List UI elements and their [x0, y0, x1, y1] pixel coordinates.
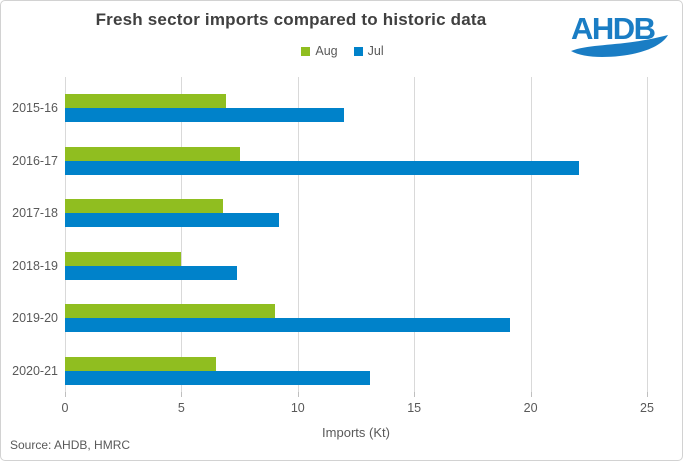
bar-aug-2019-20 — [65, 304, 275, 318]
bar-jul-2016-17 — [65, 160, 580, 175]
tick-label-25: 25 — [640, 401, 654, 415]
gridline-20 — [530, 77, 532, 392]
bar-jul-2018-19 — [65, 265, 238, 280]
legend-item-aug: Aug — [301, 44, 338, 58]
source-note: Source: AHDB, HMRC — [10, 438, 131, 452]
ahdb-logo-text: AHDB — [571, 11, 655, 46]
chart-title: Fresh sector imports compared to histori… — [95, 10, 487, 29]
tick-label-15: 15 — [407, 401, 422, 415]
tick-label-20: 20 — [523, 401, 538, 415]
tick-label-5: 5 — [177, 401, 185, 415]
tick-mark-15 — [414, 392, 416, 397]
tick-label-0: 0 — [61, 401, 69, 415]
bar-aug-2018-19 — [65, 251, 182, 266]
bar-jul-2019-20 — [65, 318, 510, 332]
tick-label-10: 10 — [290, 401, 305, 415]
gridline-25 — [647, 77, 648, 392]
ahdb-logo: AHDB — [571, 11, 668, 57]
gridline-0 — [65, 77, 66, 392]
bar-jul-2015-16 — [65, 108, 345, 122]
tick-mark-20 — [530, 392, 532, 397]
x-axis-title: Imports (Kt) — [322, 425, 390, 440]
tick-mark-5 — [181, 392, 183, 397]
bar-aug-2016-17 — [65, 146, 240, 161]
gridline-5 — [181, 77, 183, 392]
category-label-2015-16: 2015-16 — [12, 101, 58, 115]
category-label-2020-21: 2020-21 — [12, 363, 58, 378]
legend-swatch-jul — [353, 46, 363, 56]
tick-mark-25 — [647, 392, 648, 397]
bar-jul-2020-21 — [65, 370, 370, 385]
category-label-2018-19: 2018-19 — [12, 258, 58, 273]
y-axis-labels: 2015-16 2016-17 2017-18 2018-19 2019-20 2020-… — [1, 77, 58, 392]
gridline-10 — [297, 77, 299, 392]
category-label-2016-17: 2016-17 — [12, 153, 58, 168]
legend: Aug Jul — [1, 44, 682, 58]
tick-mark-0 — [65, 392, 66, 397]
legend-label-jul: Jul — [367, 44, 384, 58]
category-label-2017-18: 2017-18 — [12, 206, 58, 220]
gridline-15 — [414, 77, 416, 392]
ahdb-logo-swoosh — [571, 35, 668, 57]
legend-label-aug: Aug — [315, 44, 338, 58]
bar-aug-2015-16 — [65, 94, 226, 108]
x-axis: 0 5 10 15 20 25 — [62, 392, 654, 418]
bar-jul-2017-18 — [65, 213, 280, 227]
tick-mark-10 — [297, 392, 299, 397]
category-label-2019-20: 2019-20 — [12, 311, 58, 325]
bar-aug-2020-21 — [65, 356, 217, 371]
legend-item-jul: Jul — [353, 44, 384, 58]
plot-area — [65, 77, 648, 392]
legend-swatch-aug — [301, 46, 311, 56]
bar-aug-2017-18 — [65, 199, 224, 213]
